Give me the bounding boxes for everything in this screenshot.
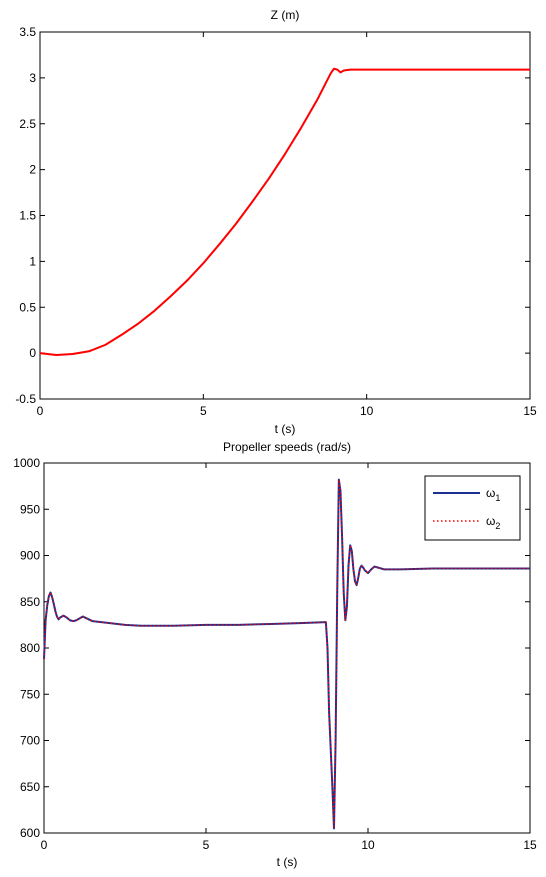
x-axis-ticks: 0 5 10 15 bbox=[41, 463, 537, 852]
series-line-1 bbox=[39, 67, 530, 356]
y-tick-label: -0.5 bbox=[15, 392, 36, 406]
x-tick-label: 10 bbox=[360, 404, 374, 418]
x-axis-ticks: 0 5 10 15 bbox=[37, 32, 537, 418]
z-position-plot: Z (m) -0.500.511.522.533.5 0 5 10 15 t (s) bbox=[15, 8, 537, 436]
x-tick-label: 5 bbox=[200, 404, 207, 418]
x-tick-label: 5 bbox=[203, 838, 210, 852]
y-tick-label: 1 bbox=[29, 254, 36, 268]
y-tick-label: 900 bbox=[20, 549, 40, 563]
y-tick-label: 850 bbox=[20, 595, 40, 609]
series-layer bbox=[43, 478, 530, 830]
x-tick-label: 15 bbox=[523, 404, 537, 418]
legend-label-omega2-sub: 2 bbox=[495, 521, 500, 531]
y-tick-label: 1000 bbox=[13, 456, 40, 470]
legend-label-omega1-sub: 1 bbox=[495, 493, 500, 503]
x-axis-label: t (s) bbox=[277, 855, 298, 869]
plot-area bbox=[39, 31, 531, 400]
x-axis-label: t (s) bbox=[275, 422, 296, 436]
y-tick-label: 950 bbox=[20, 502, 40, 516]
x-tick-label: 15 bbox=[523, 838, 537, 852]
y-tick-label: 2 bbox=[29, 163, 36, 177]
y-tick-label: 800 bbox=[20, 641, 40, 655]
y-tick-label: 750 bbox=[20, 687, 40, 701]
chart-title: Propeller speeds (rad/s) bbox=[223, 440, 351, 454]
series-layer bbox=[39, 67, 530, 356]
y-axis-ticks: -0.5 0 0.5 1 1.5 2 2.5 3 3.5 bbox=[15, 25, 530, 406]
legend-label-omega1: ω1 bbox=[486, 486, 500, 503]
y-tick-label: 600 bbox=[20, 826, 40, 840]
legend-label-omega1-base: ω bbox=[486, 486, 495, 500]
y-tick-label: 0 bbox=[29, 346, 36, 360]
y-tick-label: 2.5 bbox=[19, 117, 36, 131]
y-axis-ticks: 600 650 700 750 800 850 900 950 1000 bbox=[13, 456, 530, 840]
propeller-speeds-plot: Propeller speeds (rad/s) 600 650 700 750 800… bbox=[13, 440, 537, 869]
legend-label-omega2-base: ω bbox=[486, 514, 495, 528]
x-tick-label: 0 bbox=[41, 838, 48, 852]
x-tick-label: 0 bbox=[37, 404, 44, 418]
chart-title: Z (m) bbox=[271, 8, 300, 22]
y-tick-label: 700 bbox=[20, 734, 40, 748]
y-tick-label: 3 bbox=[29, 71, 36, 85]
legend-label-omega2: ω2 bbox=[486, 514, 500, 531]
y-tick-label: 650 bbox=[20, 780, 40, 794]
y-tick-label: 1.5 bbox=[19, 209, 36, 223]
legend: ω1 ω2 bbox=[424, 475, 521, 541]
x-tick-label: 10 bbox=[361, 838, 375, 852]
series-line-2 bbox=[43, 478, 530, 830]
y-tick-label: 0.5 bbox=[19, 300, 36, 314]
legend-box bbox=[424, 475, 521, 541]
y-tick-label: 3.5 bbox=[19, 25, 36, 39]
